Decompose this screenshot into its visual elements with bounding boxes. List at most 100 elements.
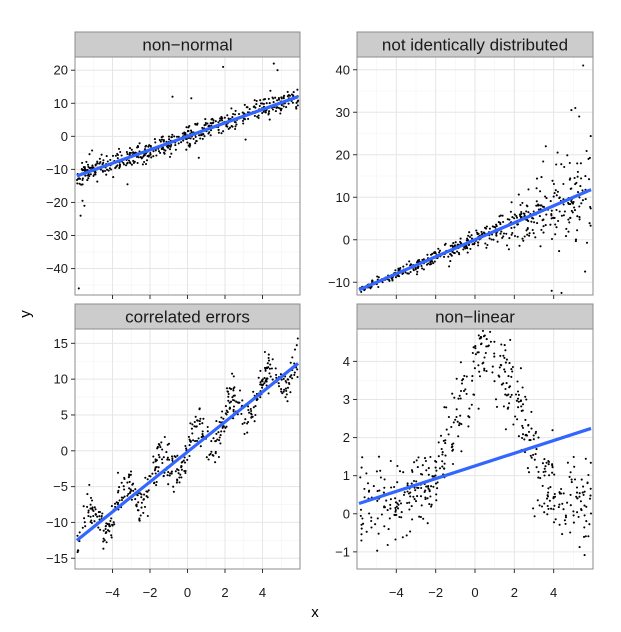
data-point (534, 432, 537, 435)
data-point (293, 348, 297, 351)
data-point (264, 110, 267, 114)
data-point (202, 133, 205, 136)
data-point (435, 460, 438, 463)
data-point (252, 105, 255, 108)
data-point (81, 199, 84, 202)
data-point (436, 487, 439, 490)
data-point (140, 506, 143, 509)
data-point (465, 375, 468, 378)
data-point (176, 454, 179, 457)
data-point (562, 203, 565, 206)
data-point (86, 179, 89, 182)
data-point (91, 149, 94, 152)
y-tick-label: −10 (46, 162, 68, 177)
data-point (426, 497, 429, 500)
data-point (399, 266, 402, 270)
data-point (157, 466, 160, 469)
data-point (146, 514, 149, 518)
data-point (259, 396, 262, 399)
data-point (233, 113, 237, 116)
data-point (579, 500, 582, 503)
data-point (530, 456, 533, 459)
data-point (407, 272, 410, 275)
data-point (491, 225, 494, 228)
data-point (486, 345, 489, 348)
data-point (260, 379, 263, 382)
data-point (508, 386, 511, 389)
data-point (105, 522, 108, 525)
data-point (286, 400, 289, 403)
data-point (539, 477, 542, 480)
data-point (462, 248, 465, 251)
data-point (452, 251, 455, 254)
data-point (244, 138, 247, 141)
data-point (460, 450, 463, 453)
x-tick-label: −2 (428, 585, 443, 600)
data-point (459, 389, 463, 393)
data-point (427, 262, 430, 265)
data-point (423, 457, 427, 460)
data-point (394, 269, 397, 272)
x-tick-label: −4 (105, 585, 120, 600)
data-point (274, 367, 277, 370)
data-point (227, 395, 230, 398)
data-point (136, 146, 139, 149)
data-point (280, 96, 283, 99)
data-point (126, 161, 129, 164)
data-point (276, 69, 279, 72)
data-point (438, 251, 441, 254)
data-point (451, 448, 455, 451)
data-point (548, 499, 551, 502)
data-point (377, 532, 380, 535)
data-point (521, 403, 525, 406)
data-point (564, 514, 567, 517)
data-point (459, 237, 462, 240)
x-axis-title: x (311, 604, 319, 621)
data-point (195, 425, 198, 428)
data-point (575, 495, 578, 498)
data-point (220, 132, 223, 135)
data-point (584, 535, 587, 538)
data-point (102, 540, 105, 543)
data-point (543, 467, 546, 470)
data-point (549, 200, 552, 203)
data-point (383, 506, 386, 509)
data-point (145, 159, 149, 162)
data-point (161, 135, 164, 138)
data-point (393, 485, 396, 489)
data-point (199, 137, 202, 140)
data-point (111, 154, 115, 157)
data-point (168, 458, 171, 461)
facet-panel: not identically distributed 40 30 20 10 0 −10 (328, 31, 594, 299)
data-point (360, 527, 363, 530)
data-point (491, 365, 494, 368)
data-point (228, 387, 231, 390)
data-point (78, 182, 81, 185)
data-point (253, 114, 256, 117)
data-point (128, 147, 132, 150)
data-point (529, 439, 532, 442)
data-point (279, 112, 282, 115)
data-point (125, 164, 128, 167)
y-tick-label: −5 (53, 479, 68, 494)
data-point (568, 161, 571, 165)
data-point (127, 159, 131, 162)
data-point (533, 221, 536, 224)
data-point (295, 107, 298, 110)
data-point (550, 217, 553, 220)
data-point (499, 223, 502, 226)
data-point (396, 464, 399, 468)
data-point (460, 382, 464, 385)
data-point (389, 498, 392, 501)
data-point (111, 524, 114, 527)
data-point (76, 551, 79, 554)
data-point (376, 499, 379, 502)
data-point (143, 153, 146, 156)
data-point (102, 537, 105, 540)
data-point (573, 206, 576, 209)
data-point (568, 221, 571, 224)
data-point (159, 140, 162, 143)
data-point (183, 456, 186, 459)
data-point (578, 218, 581, 221)
data-point (443, 467, 446, 470)
